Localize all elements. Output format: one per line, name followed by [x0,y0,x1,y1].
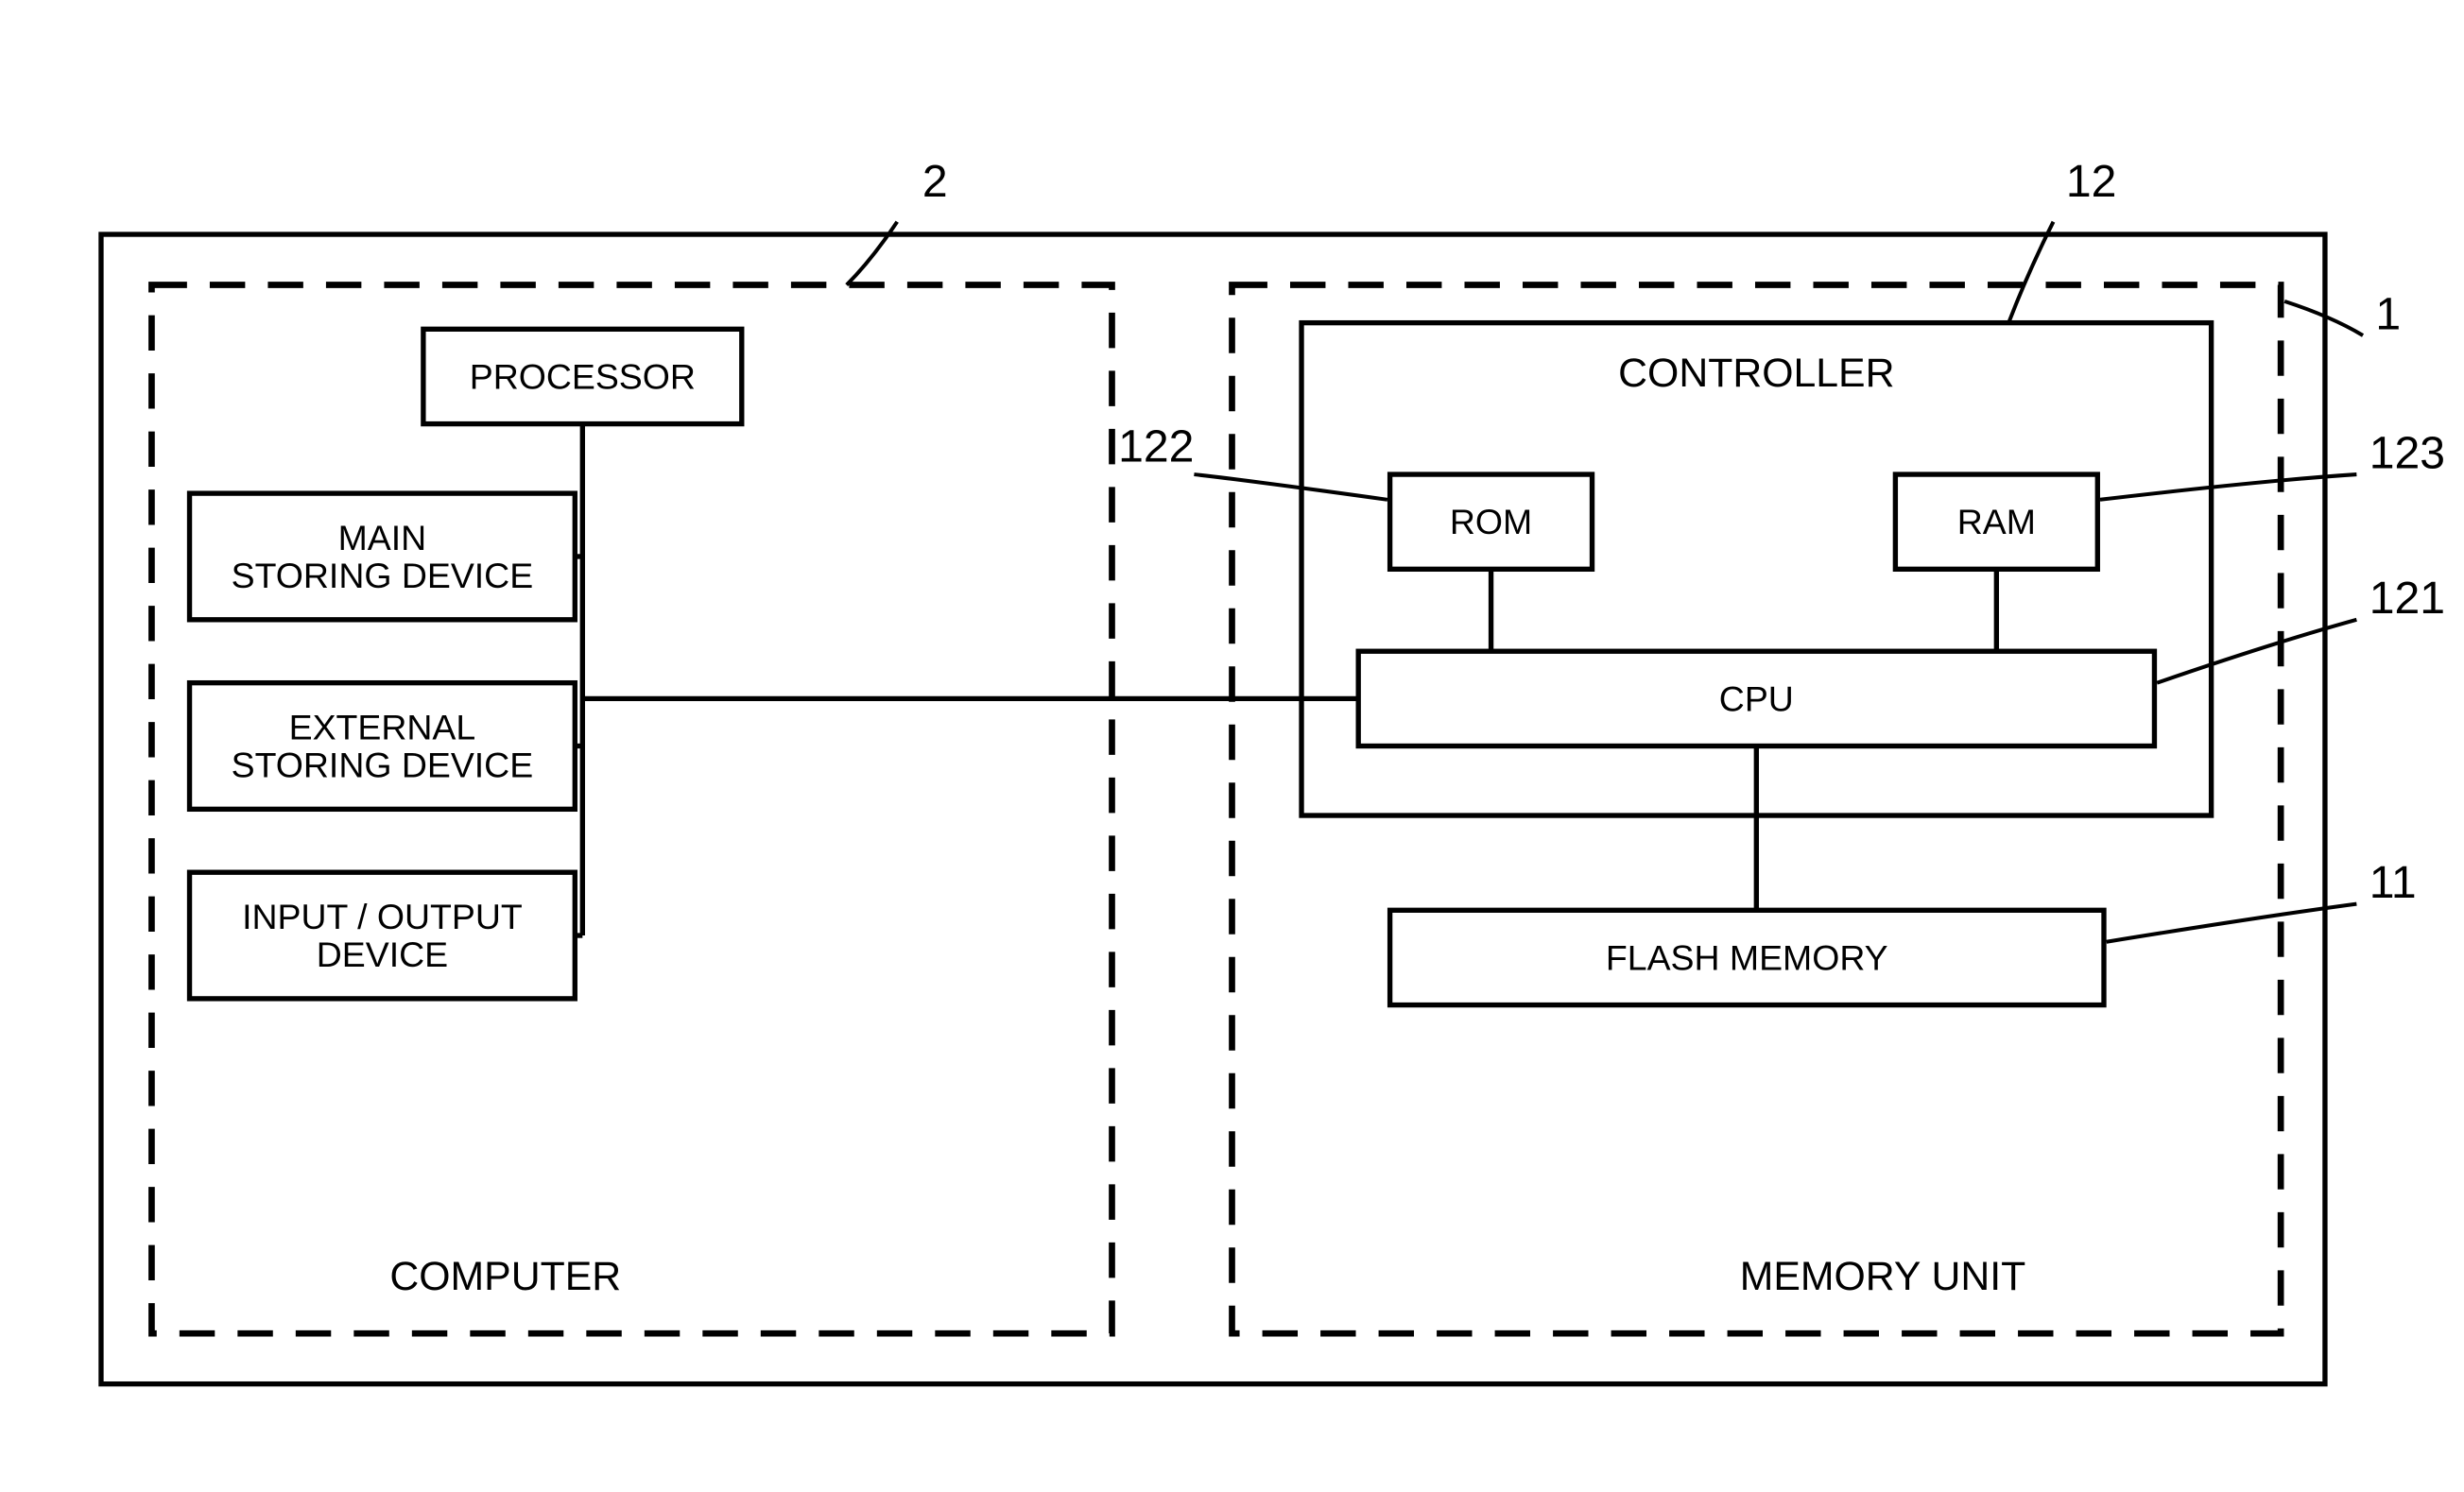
main-storing-block-label-1: STORING DEVICE [232,556,534,595]
processor-block-label: PROCESSOR [470,356,696,396]
memory-unit-label: MEMORY UNIT [1740,1254,2026,1299]
leader-2 [847,222,897,285]
flash-memory-block-label: FLASH MEMORY [1606,937,1888,977]
rom-block-label: ROM [1450,502,1532,541]
ref-123: 123 [2369,427,2445,478]
controller-label: CONTROLLER [1618,351,1894,396]
io-device-block-label-0: INPUT / OUTPUT [242,897,523,936]
external-storing-block-label-0: EXTERNAL [289,707,476,746]
ref-1: 1 [2375,288,2401,339]
ref-121: 121 [2369,573,2445,624]
leader-122 [1194,474,1387,500]
ref-122: 122 [1118,421,1194,472]
computer-label: COMPUTER [389,1254,621,1299]
ref-11: 11 [2369,857,2417,908]
ram-block-label: RAM [1957,502,2036,541]
leader-11 [2107,904,2357,942]
ref-2: 2 [922,156,948,207]
ref-12: 12 [2066,156,2117,207]
io-device-block-label-1: DEVICE [317,935,448,974]
cpu-block-label: CPU [1719,678,1794,718]
leader-123 [2100,474,2356,500]
main-storing-block-label-0: MAIN [338,518,427,557]
external-storing-block-label-1: STORING DEVICE [232,746,534,785]
